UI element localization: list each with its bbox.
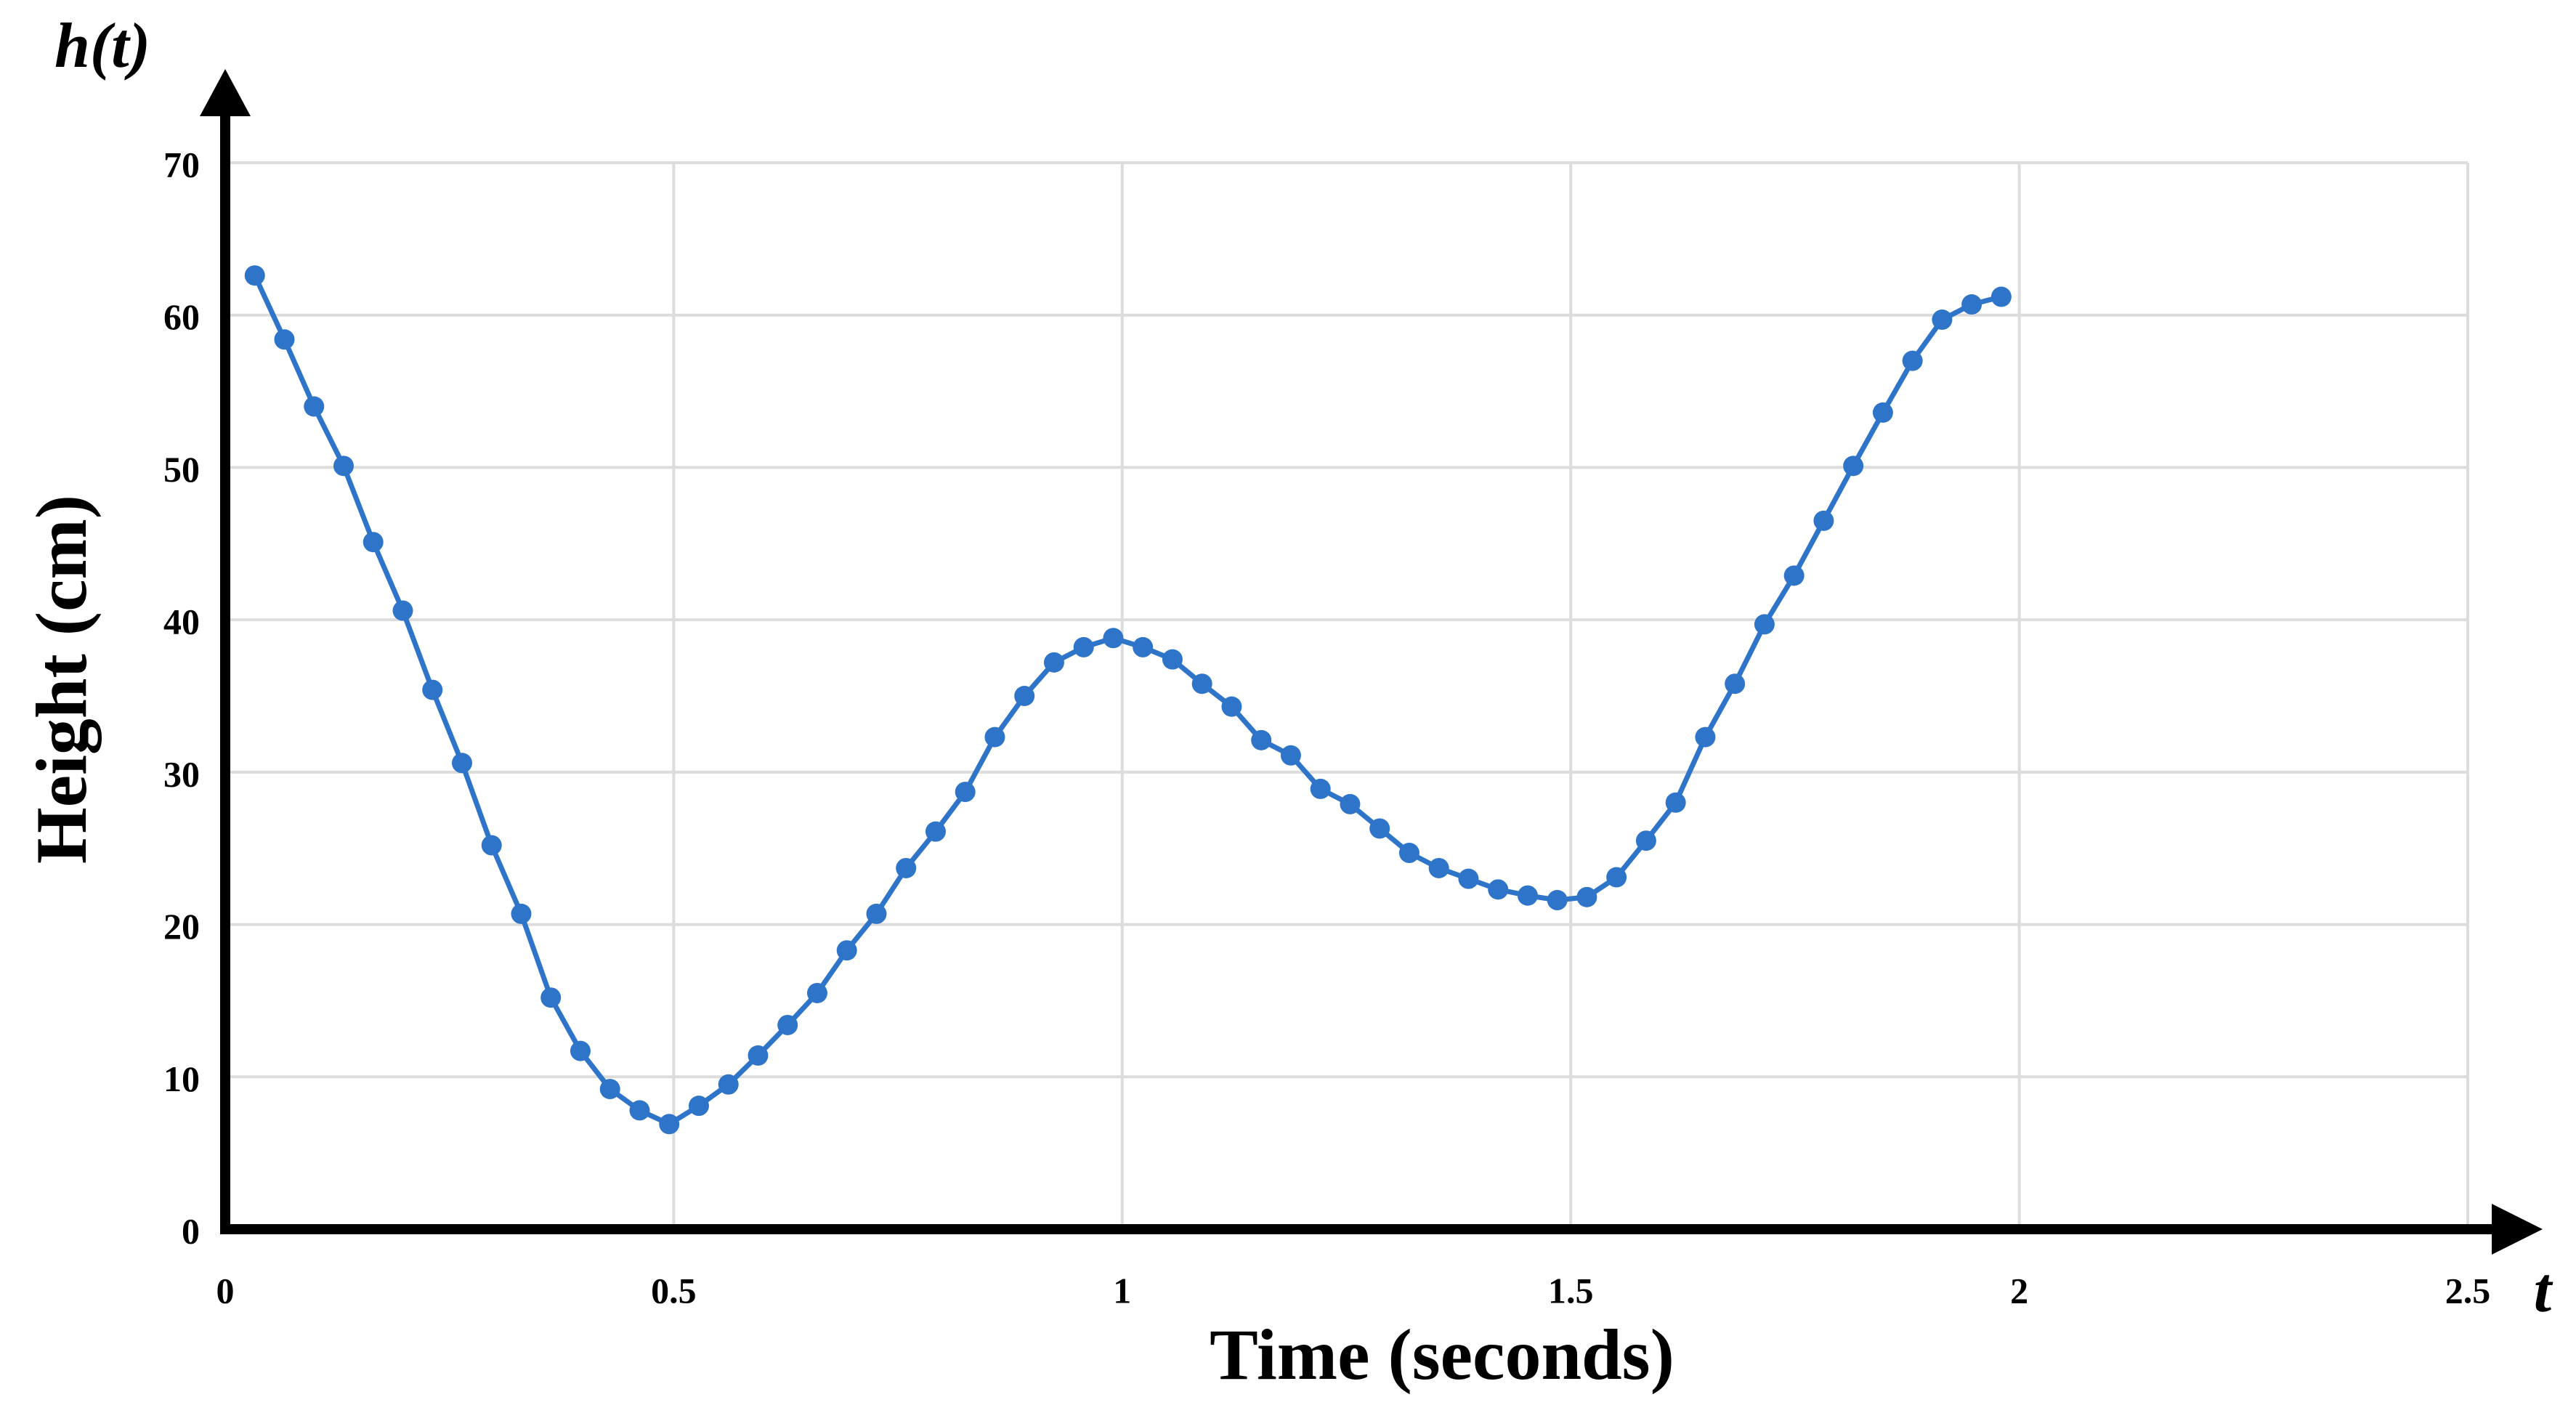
- data-point: [1340, 793, 1361, 814]
- data-point: [836, 940, 857, 961]
- x-tick-label: 1: [1113, 1270, 1131, 1311]
- data-point: [599, 1079, 620, 1100]
- data-point: [925, 821, 946, 842]
- data-point: [1872, 402, 1893, 423]
- y-tick-label: 70: [163, 144, 200, 185]
- data-point: [659, 1114, 680, 1135]
- data-point: [1014, 686, 1035, 706]
- data-point: [451, 753, 472, 774]
- y-tick-label: 30: [163, 753, 200, 794]
- x-tick-label: 2.5: [2445, 1270, 2491, 1311]
- data-point: [1547, 890, 1568, 911]
- x-axis-arrow: [2492, 1204, 2543, 1255]
- data-point: [1398, 843, 1419, 864]
- data-point: [1606, 867, 1627, 888]
- data-point: [748, 1045, 769, 1066]
- x-axis-title: Time (seconds): [1210, 1314, 1674, 1395]
- data-point: [1635, 830, 1656, 851]
- x-tick-label: 2: [2010, 1270, 2028, 1311]
- y-tick-label: 60: [163, 296, 200, 337]
- data-point: [1428, 857, 1449, 878]
- data-point: [1932, 309, 1953, 331]
- data-point: [1754, 614, 1775, 635]
- data-point: [1191, 673, 1212, 695]
- data-point: [422, 679, 443, 700]
- data-point: [1251, 729, 1272, 750]
- data-point: [1488, 879, 1509, 900]
- data-point: [511, 903, 532, 924]
- data-point: [1458, 868, 1479, 889]
- data-point: [1103, 628, 1124, 649]
- data-point: [1162, 649, 1183, 670]
- data-point: [244, 265, 265, 286]
- data-point: [274, 329, 295, 350]
- y-axis-title: Height (cm): [21, 495, 102, 864]
- data-point: [896, 857, 917, 878]
- data-point: [1695, 726, 1716, 748]
- data-point: [629, 1100, 650, 1121]
- data-point: [984, 726, 1005, 748]
- x-axis-symbol: t: [2534, 1255, 2553, 1326]
- data-point: [1902, 350, 1923, 371]
- data-point: [570, 1040, 591, 1061]
- x-tick-label: 1.5: [1548, 1270, 1594, 1311]
- x-tick-label: 0: [216, 1270, 235, 1311]
- data-point: [688, 1096, 709, 1117]
- data-point: [392, 600, 413, 621]
- data-point: [333, 456, 354, 477]
- data-point: [540, 987, 562, 1008]
- data-point: [1725, 673, 1746, 695]
- data-point: [718, 1074, 739, 1095]
- data-point: [1783, 565, 1805, 586]
- data-point: [1369, 818, 1390, 839]
- y-tick-label: 20: [163, 906, 200, 947]
- data-line: [252, 274, 2002, 1127]
- data-point: [1517, 885, 1538, 906]
- data-point: [1043, 652, 1064, 673]
- data-point: [1310, 778, 1331, 799]
- data-point: [1073, 636, 1094, 657]
- y-axis-arrow: [200, 69, 251, 116]
- data-point: [1133, 636, 1154, 657]
- data-point: [806, 982, 827, 1003]
- data-point: [777, 1014, 798, 1035]
- data-point: [1280, 745, 1301, 766]
- x-tick-label: 0.5: [651, 1270, 697, 1311]
- data-point: [304, 396, 325, 417]
- y-axis-symbol: h(t): [54, 11, 150, 81]
- data-point: [481, 835, 502, 856]
- data-point: [955, 782, 976, 803]
- data-point: [362, 532, 384, 553]
- y-tick-label: 0: [182, 1210, 200, 1251]
- data-point: [1576, 886, 1597, 907]
- data-point: [1961, 294, 1982, 315]
- data-point: [1813, 510, 1834, 531]
- y-tick-label: 40: [163, 602, 200, 642]
- data-point: [866, 903, 887, 924]
- data-point: [1221, 696, 1242, 717]
- y-tick-label: 50: [163, 449, 200, 490]
- y-tick-label: 10: [163, 1058, 200, 1099]
- data-point: [1665, 792, 1686, 813]
- data-point: [1843, 456, 1864, 477]
- data-point: [1990, 286, 2012, 307]
